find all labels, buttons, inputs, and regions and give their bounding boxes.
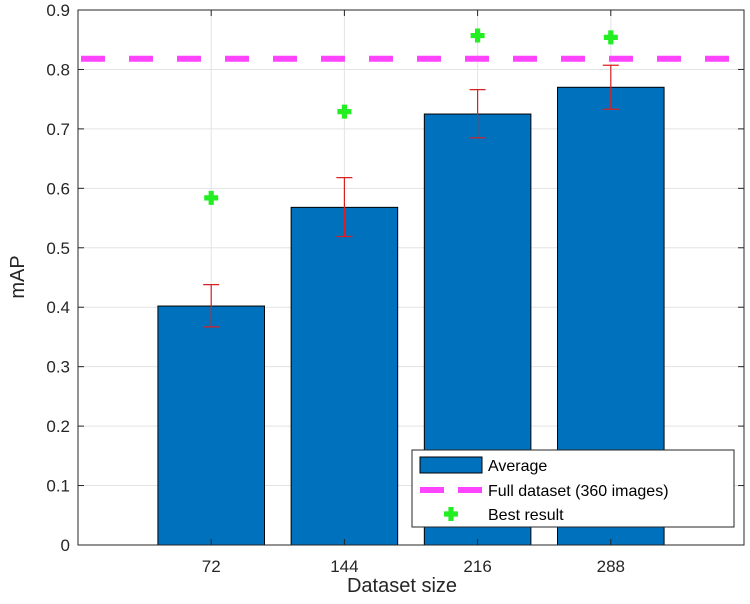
legend-label-full-dataset: Full dataset (360 images): [488, 483, 669, 500]
y-tick-label: 0.7: [46, 120, 70, 139]
best-result-marker: [470, 28, 485, 43]
y-tick-label: 0.6: [46, 179, 70, 198]
legend-swatch-average: [419, 456, 483, 474]
y-axis-title: mAP: [7, 255, 29, 298]
bar: [290, 206, 399, 546]
y-tick-label: 0: [61, 536, 70, 555]
x-tick-label: 72: [202, 557, 221, 576]
y-tick-label: 0.1: [46, 477, 70, 496]
y-axis-ticks: 0 0.1 0.2 0.3 0.4 0.5 0.6 0.7 0.8 0.9: [46, 1, 744, 555]
x-axis-ticks: 72 144 216 288: [202, 10, 625, 576]
legend: Average Full dataset (360 images) Best res…: [411, 449, 735, 528]
legend-swatch-best-result: [444, 507, 458, 521]
x-tick-label: 144: [330, 557, 358, 576]
best-result-marker: [337, 104, 352, 119]
plot-frame: [77, 9, 745, 546]
legend-label-average: Average: [488, 458, 547, 475]
error-bars: [203, 64, 619, 328]
bar: [157, 305, 265, 546]
x-tick-label: 216: [463, 557, 491, 576]
legend-label-best-result: Best result: [488, 507, 564, 524]
y-tick-label: 0.8: [46, 60, 70, 79]
y-tick-label: 0.3: [46, 358, 70, 377]
best-result-marker: [603, 30, 618, 45]
x-tick-label: 288: [597, 557, 625, 576]
y-tick-label: 0.4: [46, 298, 70, 317]
y-tick-label: 0.5: [46, 239, 70, 258]
y-tick-label: 0.9: [46, 1, 70, 20]
y-tick-label: 0.2: [46, 417, 70, 436]
best-result-markers: [204, 28, 618, 205]
best-result-marker: [204, 190, 219, 205]
x-axis-title: Dataset size: [347, 575, 457, 597]
